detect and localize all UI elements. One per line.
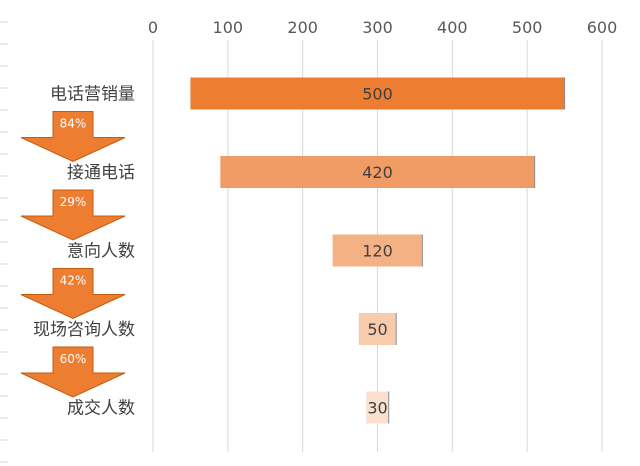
funnel-bar[interactable] <box>366 391 389 424</box>
funnel-bar[interactable] <box>220 156 535 188</box>
x-tick-label: 600 <box>587 18 618 37</box>
conversion-rate-label: 29% <box>60 195 87 209</box>
funnel-bar[interactable] <box>332 234 423 267</box>
category-label: 电话营销量 <box>50 85 135 105</box>
conversion-arrow-icon <box>20 111 126 163</box>
conversion-rate-label: 42% <box>60 274 87 288</box>
conversion-rate-label: 60% <box>60 352 87 366</box>
x-tick-label: 400 <box>437 18 468 37</box>
category-label: 接通电话 <box>67 163 135 183</box>
conversion-arrow-icon <box>20 346 126 398</box>
x-tick-label: 100 <box>213 18 244 37</box>
funnel-bar[interactable] <box>358 313 397 345</box>
x-tick-label: 200 <box>287 18 318 37</box>
data-label: 420 <box>362 163 393 182</box>
funnel-chart[interactable]: 0 100 200 300 400 500 600 500 电话营销量 420 接通电话 120 意向人… <box>8 0 640 466</box>
data-label: 50 <box>367 320 387 339</box>
x-tick-label: 500 <box>512 18 543 37</box>
category-label: 意向人数 <box>67 242 135 262</box>
data-label: 30 <box>367 399 387 418</box>
category-label: 成交人数 <box>67 399 135 419</box>
data-label: 500 <box>362 85 393 104</box>
x-tick-label: 0 <box>148 18 158 37</box>
conversion-arrow-icon <box>20 268 126 320</box>
conversion-arrow-icon <box>20 189 126 241</box>
conversion-rate-label: 84% <box>60 117 87 131</box>
chart-canvas: 0 100 200 300 400 500 600 500 电话营销量 420 接通电话 120 意向人… <box>20 18 618 452</box>
category-label: 现场咨询人数 <box>33 320 135 340</box>
data-label: 120 <box>362 242 393 261</box>
x-tick-label: 300 <box>362 18 393 37</box>
funnel-bar[interactable] <box>190 77 565 110</box>
